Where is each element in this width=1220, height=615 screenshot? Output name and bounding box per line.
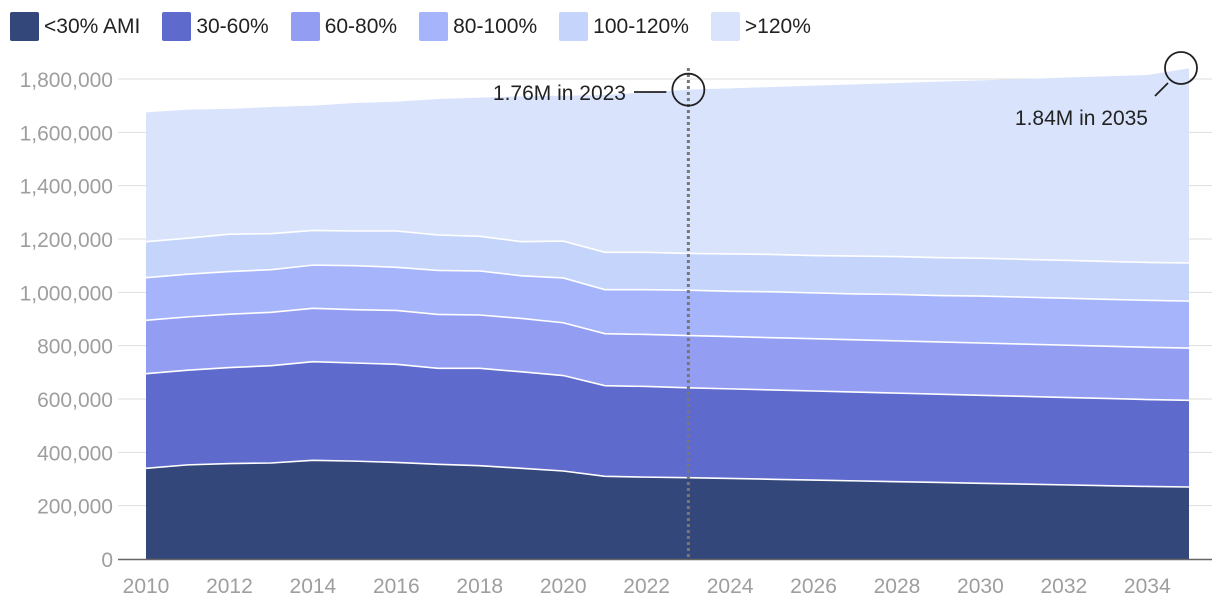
legend-swatch [559, 12, 589, 41]
legend-item-3[interactable]: 80-100% [419, 12, 537, 41]
y-tick-label: 1,800,000 [20, 69, 113, 92]
legend-swatch [710, 12, 740, 41]
legend-label: 100-120% [593, 14, 689, 38]
legend-label: 30-60% [196, 14, 269, 38]
area-series-0 [146, 460, 1189, 559]
annotation-circle [1164, 51, 1198, 85]
area-series-2 [146, 308, 1189, 401]
x-tick-label: 2028 [874, 575, 921, 598]
annotation-label: 1.76M in 2023 [493, 82, 626, 105]
series-boundary-line [145, 360, 1190, 402]
legend-item-1[interactable]: 30-60% [162, 12, 269, 41]
x-tick-label: 2020 [540, 575, 587, 598]
x-tick-label: 2034 [1124, 575, 1171, 598]
legend-label: <30% AMI [44, 14, 141, 38]
y-tick-label: 600,000 [37, 389, 113, 412]
x-tick-label: 2016 [373, 575, 420, 598]
series-boundary-line [145, 264, 1190, 302]
legend-item-0[interactable]: <30% AMI [10, 12, 140, 41]
area-series-5 [146, 68, 1189, 263]
legend-item-2[interactable]: 60-80% [290, 12, 398, 41]
legend-swatch [419, 12, 449, 41]
y-tick-label: 1,400,000 [20, 176, 113, 199]
legend-item-5[interactable]: >120% [710, 12, 811, 41]
area-layers [145, 68, 1190, 559]
x-tick-label: 2026 [790, 575, 837, 598]
legend-swatch [162, 12, 192, 41]
y-tick-label: 800,000 [37, 336, 113, 359]
y-tick-label: 400,000 [37, 442, 113, 465]
x-tick-label: 2018 [456, 575, 503, 598]
series-boundary-line [145, 229, 1190, 264]
legend-label: 60-80% [324, 14, 398, 38]
series-boundary-line [145, 459, 1190, 488]
x-tick-label: 2022 [623, 575, 670, 598]
x-tick-label: 2030 [957, 575, 1004, 598]
y-tick-label: 0 [101, 549, 113, 572]
x-tick-label: 2012 [206, 575, 253, 598]
area-series-4 [146, 230, 1189, 302]
x-tick-label: 2014 [290, 575, 337, 598]
legend-item-4[interactable]: 100-120% [559, 12, 689, 41]
annotation-circle [671, 72, 706, 107]
legend-swatch [10, 12, 39, 41]
x-tick-label: 2024 [707, 575, 754, 598]
y-tick-label: 200,000 [37, 496, 113, 519]
annotation-leader [1154, 82, 1169, 97]
legend-swatch [290, 12, 320, 41]
y-tick-label: 1,600,000 [20, 122, 113, 145]
legend: <30% AMI 30-60% 60-80% 80-100% 100-120% >120% [10, 12, 833, 41]
annotation-label: 1.84M in 2035 [1015, 107, 1148, 130]
x-tick-label: 2032 [1040, 575, 1087, 598]
legend-label: 80-100% [453, 14, 538, 38]
series-boundary-line [145, 307, 1190, 349]
x-tick-label: 2010 [123, 575, 170, 598]
area-series-1 [146, 361, 1189, 487]
legend-label: >120% [744, 14, 811, 38]
area-series-3 [146, 265, 1189, 349]
y-tick-label: 1,200,000 [20, 229, 113, 252]
y-tick-label: 1,000,000 [20, 282, 113, 305]
